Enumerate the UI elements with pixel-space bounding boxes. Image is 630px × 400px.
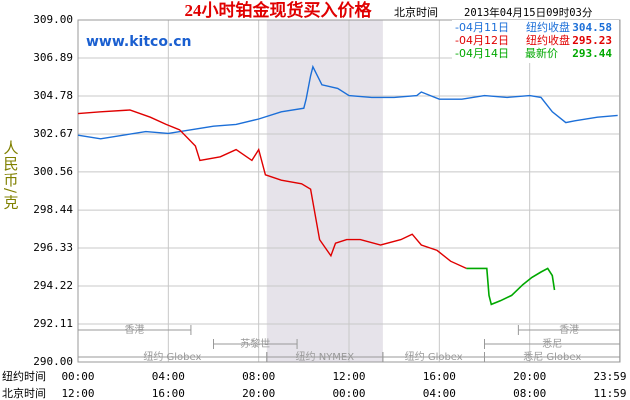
legend-name: -04月12日: [455, 34, 509, 47]
session-label: 苏黎世: [240, 337, 270, 350]
y-tick-label: 294.22: [33, 279, 73, 292]
legend-box: [452, 20, 619, 63]
session-label: 纽约 Globex: [405, 350, 463, 363]
price-line: [77, 64, 618, 140]
x-tick-label: 16:00: [423, 370, 456, 383]
legend-name: -04月11日: [455, 21, 509, 34]
x-tick-label: 20:00: [513, 370, 546, 383]
y-tick-label: 292.11: [33, 317, 73, 330]
x-tick-label-beijing: 11:59: [593, 387, 626, 400]
x-tick-label: 12:00: [332, 370, 365, 383]
y-tick-label: 300.56: [33, 165, 73, 178]
chart-title: 24小时铂金现货买入价格: [185, 0, 373, 20]
x-tick-label-beijing: 16:00: [152, 387, 185, 400]
y-tick-label: 290.00: [33, 355, 73, 368]
timezone-label: 北京时间: [394, 5, 438, 19]
session-label: 悉尼 Globex: [523, 351, 581, 363]
y-tick-label: 298.44: [33, 203, 73, 216]
x-tick-label: 23:59: [593, 370, 626, 383]
legend-value: 295.23: [572, 34, 612, 47]
session-label: 香港: [124, 324, 144, 336]
legend-note: 纽约收盘: [526, 33, 570, 47]
legend-value: 304.58: [572, 21, 612, 34]
legend-note: 最新价: [525, 46, 558, 60]
timestamp: 2013年04月15日09时03分: [464, 6, 593, 19]
x-tick-label-beijing: 04:00: [423, 387, 456, 400]
session-shade: [266, 20, 383, 362]
x-tick-label-beijing: 20:00: [242, 387, 275, 400]
legend-name: -04月14日: [455, 47, 509, 60]
x-tick-label: 00:00: [61, 370, 94, 383]
y-tick-label: 304.78: [33, 89, 73, 102]
legend-value: 293.44: [572, 47, 612, 60]
y-axis-label: 人民币/克: [2, 140, 20, 210]
x-tick-label-beijing: 00:00: [332, 387, 365, 400]
y-tick-label: 296.33: [33, 241, 73, 254]
x-row-label: 北京时间: [2, 386, 46, 400]
session-label: 香港: [559, 324, 579, 336]
y-tick-label: 309.00: [33, 13, 73, 26]
y-tick-label: 306.89: [33, 51, 73, 64]
source-url: www.kitco.cn: [86, 34, 192, 50]
x-tick-label: 08:00: [242, 370, 275, 383]
x-row-label: 纽约时间: [2, 369, 46, 383]
session-label: 悉尼: [542, 338, 562, 350]
plot: [77, 19, 621, 363]
y-tick-label: 302.67: [33, 127, 73, 140]
price-line: [466, 267, 556, 306]
x-tick-label-beijing: 12:00: [61, 387, 94, 400]
price-line: [77, 109, 467, 270]
session-label: 纽约 NYMEX: [296, 350, 355, 363]
plot-border: [77, 19, 621, 363]
x-tick-label-beijing: 08:00: [513, 387, 546, 400]
session-label: 纽约 Globex: [143, 350, 201, 363]
x-tick-label: 04:00: [152, 370, 185, 383]
legend-note: 纽约收盘: [526, 20, 570, 34]
